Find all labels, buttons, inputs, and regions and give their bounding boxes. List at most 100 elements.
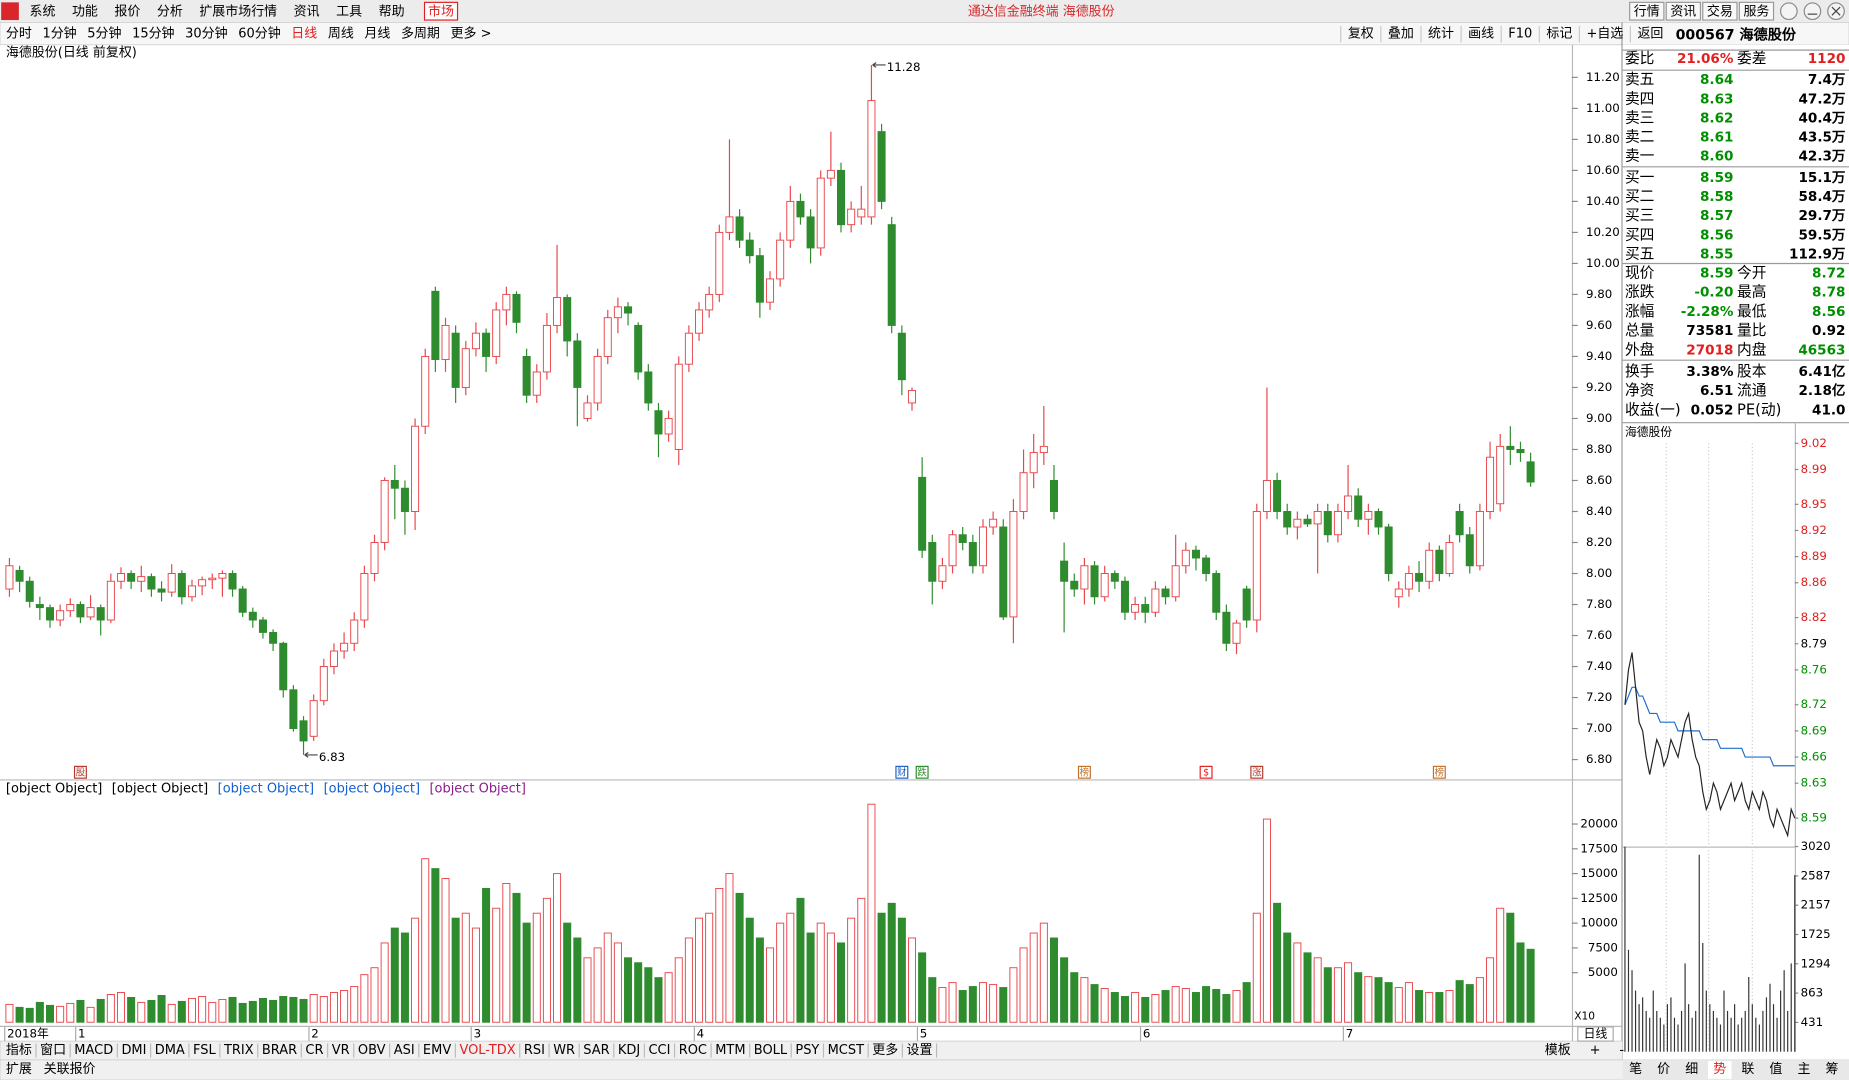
period-button[interactable]: 周线 bbox=[328, 27, 354, 42]
indicator-tab[interactable]: SAR bbox=[583, 1043, 609, 1058]
period-button[interactable]: 多周期 bbox=[401, 26, 440, 42]
top-button[interactable]: 服务 bbox=[1743, 3, 1769, 19]
menu-item[interactable]: 分析 bbox=[157, 4, 183, 19]
indicator-tab[interactable]: ROC bbox=[679, 1043, 707, 1058]
indicator-tab[interactable]: MACD bbox=[74, 1043, 113, 1058]
volume-bar bbox=[25, 1007, 34, 1023]
indicator-tab[interactable]: 指标 bbox=[6, 1043, 32, 1058]
candle-body bbox=[654, 410, 663, 435]
menu-item[interactable]: 扩展市场行情 bbox=[199, 3, 277, 19]
candle-body bbox=[1131, 604, 1140, 613]
template-button[interactable]: + bbox=[1590, 1043, 1601, 1058]
indicator-tab[interactable]: CR bbox=[305, 1043, 323, 1058]
book-label: 卖二 bbox=[1625, 128, 1654, 145]
indicator-tab[interactable]: DMI bbox=[121, 1043, 146, 1058]
candle-body bbox=[1009, 511, 1018, 618]
menu-item[interactable]: 帮助 bbox=[379, 4, 405, 19]
y-tick-label: 7.80 bbox=[1586, 597, 1612, 611]
panel-tab[interactable]: 细 bbox=[1685, 1062, 1698, 1077]
period-button[interactable]: 15分钟 bbox=[132, 26, 174, 42]
indicator-tab[interactable]: ASI bbox=[394, 1043, 415, 1058]
y-tick-label: 9.40 bbox=[1586, 349, 1612, 363]
template-button[interactable]: - bbox=[1619, 1043, 1624, 1058]
tool-button[interactable]: 统计 bbox=[1428, 27, 1454, 42]
tool-button[interactable]: 返回 bbox=[1637, 27, 1663, 42]
indicator-tab[interactable]: FSL bbox=[193, 1043, 216, 1058]
period-button[interactable]: 30分钟 bbox=[185, 26, 227, 42]
quote-label: 委比 bbox=[1625, 50, 1654, 67]
market-button[interactable]: 市场 bbox=[428, 3, 454, 19]
tool-button[interactable]: 标记 bbox=[1546, 27, 1572, 42]
volume-bar bbox=[116, 992, 125, 1023]
indicator-tab[interactable]: VR bbox=[332, 1043, 350, 1058]
indicator-tab[interactable]: EMV bbox=[423, 1043, 451, 1058]
indicator-tab[interactable]: TRIX bbox=[223, 1043, 254, 1058]
quote-label: 涨幅 bbox=[1625, 303, 1655, 320]
volume-bar bbox=[1374, 977, 1383, 1023]
minimize-button[interactable] bbox=[1803, 2, 1822, 21]
tool-button[interactable]: +自选 bbox=[1586, 27, 1623, 42]
tool-button[interactable]: 复权 bbox=[1348, 26, 1374, 42]
period-button[interactable]: 60分钟 bbox=[238, 26, 280, 42]
period-button[interactable]: 5分钟 bbox=[87, 26, 121, 42]
top-button[interactable]: 交易 bbox=[1707, 3, 1733, 19]
indicator-tab[interactable]: KDJ bbox=[618, 1043, 640, 1058]
period-button[interactable]: 日线 bbox=[291, 27, 317, 42]
indicator-tab[interactable]: 设置 bbox=[906, 1043, 932, 1058]
top-button[interactable]: 行情 bbox=[1634, 4, 1660, 19]
volume-bar bbox=[400, 932, 409, 1023]
volume-bar bbox=[218, 998, 227, 1023]
volume-bar bbox=[1283, 932, 1292, 1023]
indicator-tab[interactable]: RSI bbox=[524, 1043, 545, 1058]
panel-tab[interactable]: 势 bbox=[1713, 1061, 1726, 1077]
indicator-tab[interactable]: BOLL bbox=[754, 1043, 788, 1058]
indicator-tab[interactable]: 窗口 bbox=[40, 1042, 66, 1058]
volume-bar bbox=[1323, 967, 1332, 1023]
template-button[interactable]: 模板 bbox=[1545, 1043, 1571, 1058]
indicator-tab[interactable]: DMA bbox=[155, 1043, 185, 1058]
panel-tab[interactable]: 主 bbox=[1797, 1062, 1810, 1077]
candle-body bbox=[847, 208, 856, 226]
footer-tab[interactable]: 关联报价 bbox=[44, 1062, 96, 1077]
indicator-tab[interactable]: MCST bbox=[828, 1043, 864, 1058]
footer-tab[interactable]: 扩展 bbox=[6, 1062, 32, 1077]
period-button[interactable]: 1分钟 bbox=[42, 26, 76, 42]
candle-body bbox=[441, 324, 450, 361]
panel-tab[interactable]: 筹 bbox=[1826, 1061, 1839, 1077]
period-button[interactable]: 更多 > bbox=[451, 26, 492, 42]
indicator-tab[interactable]: 更多 bbox=[872, 1042, 898, 1058]
candle-body bbox=[755, 255, 764, 303]
indicator-tab[interactable]: BRAR bbox=[262, 1043, 297, 1058]
indicator-tab[interactable]: MTM bbox=[715, 1043, 745, 1058]
menu-item[interactable]: 工具 bbox=[336, 4, 362, 19]
panel-tab[interactable]: 笔 bbox=[1629, 1061, 1642, 1077]
panel-tab[interactable]: 值 bbox=[1769, 1061, 1782, 1077]
period-button[interactable]: 分时 bbox=[6, 27, 32, 42]
book-price: 8.60 bbox=[1700, 149, 1733, 165]
tool-button[interactable]: F10 bbox=[1508, 27, 1532, 42]
indicator-tab[interactable]: CCI bbox=[648, 1043, 670, 1058]
volume-bar bbox=[603, 932, 612, 1023]
indicator-tab[interactable]: PSY bbox=[795, 1043, 819, 1058]
candle-body bbox=[1100, 573, 1109, 598]
menu-item[interactable]: 功能 bbox=[72, 4, 98, 19]
panel-tab[interactable]: 联 bbox=[1741, 1062, 1754, 1077]
help-button[interactable] bbox=[1780, 2, 1798, 21]
candle-body bbox=[796, 200, 805, 218]
menu-item[interactable]: 系统 bbox=[29, 4, 55, 19]
window-controls[interactable] bbox=[1780, 2, 1845, 21]
volume-bar bbox=[1445, 990, 1454, 1023]
tool-button[interactable]: 画线 bbox=[1468, 27, 1494, 42]
menu-item[interactable]: 报价 bbox=[114, 4, 140, 19]
y-tick-label: 2157 bbox=[1801, 898, 1831, 912]
menu-item[interactable]: 资讯 bbox=[294, 4, 320, 19]
panel-tab[interactable]: 价 bbox=[1657, 1062, 1670, 1077]
candle-body bbox=[684, 332, 693, 365]
indicator-tab[interactable]: OBV bbox=[358, 1043, 386, 1058]
period-button[interactable]: 月线 bbox=[364, 27, 390, 42]
tool-button[interactable]: 叠加 bbox=[1388, 27, 1414, 42]
indicator-tab[interactable]: WR bbox=[553, 1043, 575, 1058]
indicator-tab[interactable]: VOL-TDX bbox=[459, 1043, 515, 1058]
top-button[interactable]: 资讯 bbox=[1670, 4, 1696, 19]
